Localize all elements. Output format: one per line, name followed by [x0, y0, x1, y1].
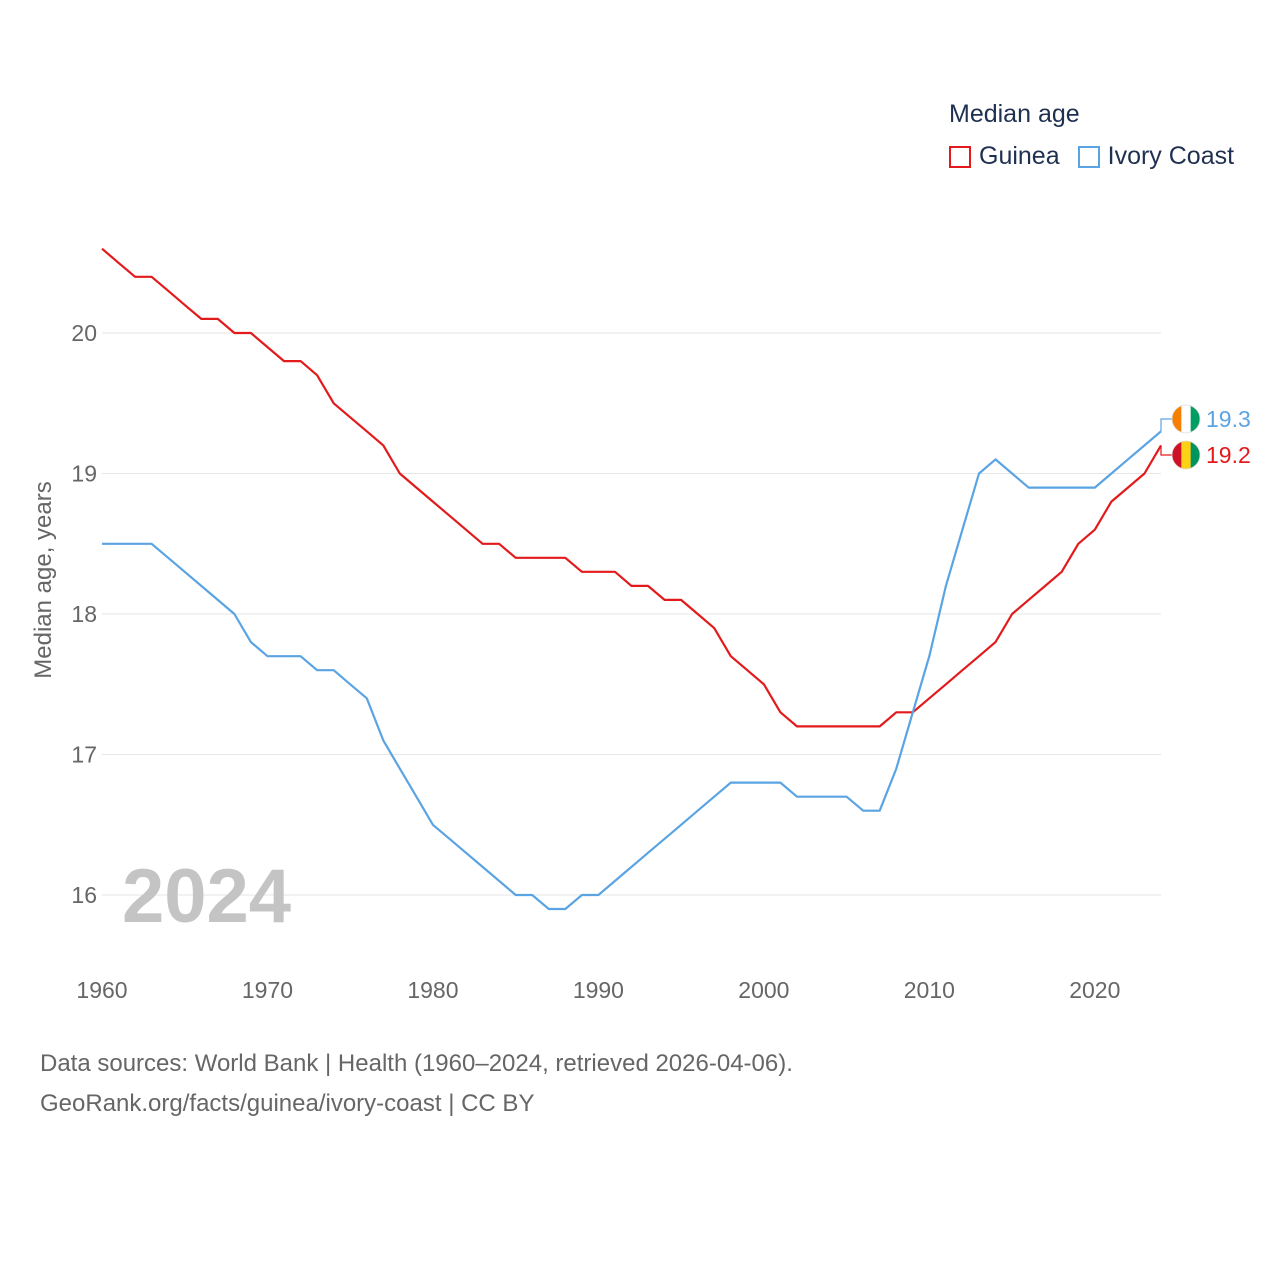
x-tick-label: 1970 [242, 977, 293, 1003]
x-tick-label: 2020 [1069, 977, 1120, 1003]
x-tick-label: 2000 [738, 977, 789, 1003]
flag-icon-guinea [1172, 441, 1200, 469]
x-tick-label: 1990 [573, 977, 624, 1003]
legend-swatch-guinea [949, 145, 971, 168]
x-tick-label: 2010 [904, 977, 955, 1003]
y-tick-label: 20 [71, 320, 97, 346]
legend: Guinea Ivory Coast [949, 142, 1252, 171]
legend-swatch-ivory-coast [1077, 145, 1100, 168]
flag-outline [1171, 404, 1201, 434]
y-tick-label: 18 [71, 601, 97, 627]
x-tick-label: 1980 [407, 977, 458, 1003]
legend-label-ivory-coast: Ivory Coast [1107, 142, 1235, 170]
end-value-label-guinea: 19.2 [1206, 442, 1251, 468]
end-value-label-ivory-coast: 19.3 [1206, 406, 1251, 432]
end-connector-guinea [1160, 445, 1173, 456]
legend-label-guinea: Guinea [979, 142, 1060, 170]
series-line-ivory-coast [102, 430, 1162, 911]
y-axis-ticks: 16 17 18 19 20 [71, 320, 97, 908]
source-link[interactable]: GeoRank.org/facts/guinea/ivory-coast | C… [40, 1090, 535, 1117]
end-connector-ivory-coast [1160, 418, 1173, 432]
x-axis-ticks: 1960 1970 1980 1990 2000 2010 2020 [76, 977, 1120, 1003]
y-axis-label: Median age, years [30, 481, 57, 678]
series-lines [101, 247, 1162, 911]
year-watermark: 2024 [122, 854, 291, 939]
y-tick-label: 17 [71, 742, 97, 768]
gridlines [102, 332, 1161, 896]
end-markers: 19.3 19.2 [1160, 404, 1251, 470]
data-sources-text: Data sources: World Bank | Health (1960–… [40, 1050, 793, 1077]
y-tick-label: 19 [71, 461, 97, 487]
flag-icon-ivory-coast [1172, 405, 1200, 433]
flag-outline [1171, 440, 1201, 470]
footer: Data sources: World Bank | Health (1960–… [40, 1044, 793, 1124]
x-tick-label: 1960 [76, 977, 127, 1003]
legend-item-ivory-coast[interactable]: Ivory Coast [1077, 142, 1235, 171]
y-tick-label: 16 [71, 882, 97, 908]
legend-item-guinea[interactable]: Guinea [949, 142, 1060, 171]
series-line-guinea [101, 247, 1162, 728]
legend-title: Median age [949, 100, 1080, 128]
